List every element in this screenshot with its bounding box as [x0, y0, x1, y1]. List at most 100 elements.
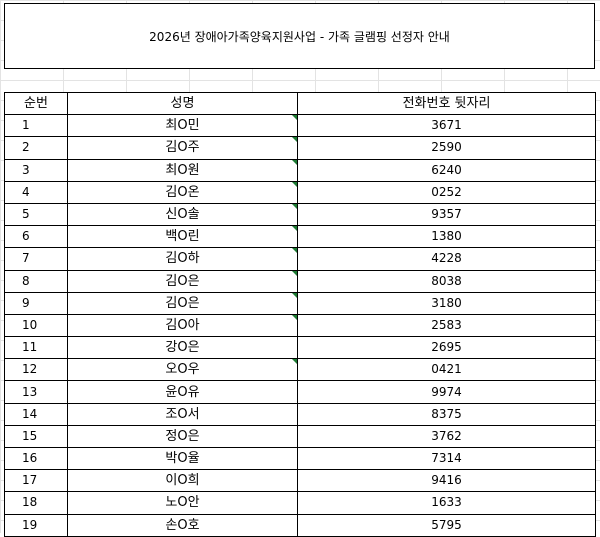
cell-name-text: 김O하 [165, 251, 200, 267]
table-row: 15 정O은 3762 [4, 424, 596, 449]
cell-seq[interactable]: 3 [4, 158, 68, 182]
cell-name[interactable]: 강O은 [67, 336, 298, 360]
cell-seq[interactable]: 12 [4, 358, 68, 382]
cell-phone[interactable]: 2590 [297, 136, 596, 160]
cell-name-text: 노O안 [165, 495, 200, 511]
table-row: 3 최O원 6240 [4, 158, 596, 182]
cell-seq[interactable]: 7 [4, 247, 68, 271]
cell-seq[interactable]: 4 [4, 180, 68, 204]
cell-name[interactable]: 조O서 [67, 402, 298, 426]
cell-phone[interactable]: 4228 [297, 247, 596, 271]
cell-name[interactable]: 김O주 [67, 136, 298, 160]
cell-name[interactable]: 신O솔 [67, 202, 298, 227]
cell-seq[interactable]: 9 [4, 291, 68, 315]
cell-phone[interactable]: 3180 [297, 291, 596, 315]
table-header-row: 순번 성명 전화번호 뒷자리 [4, 91, 596, 116]
page-title: 2026년 장애아가족양육지원사업 - 가족 글램핑 선정자 안내 [149, 29, 450, 44]
table-row: 19 손O호 5795 [4, 513, 596, 537]
cell-name-text: 최O원 [165, 162, 200, 178]
cell-name[interactable]: 최O원 [67, 158, 298, 182]
cell-phone[interactable]: 9416 [297, 469, 596, 493]
cell-name[interactable]: 이O희 [67, 469, 298, 493]
cell-name-text: 오O우 [165, 362, 200, 378]
cell-name[interactable]: 노O안 [67, 491, 298, 515]
cell-phone[interactable]: 2695 [297, 336, 596, 360]
cell-name-text: 김O온 [165, 184, 200, 200]
cell-seq[interactable]: 13 [4, 380, 68, 404]
cell-phone[interactable]: 0252 [297, 180, 596, 204]
cell-name[interactable]: 정O은 [67, 424, 298, 449]
number-as-text-indicator-icon [292, 226, 297, 232]
number-as-text-indicator-icon [292, 137, 297, 143]
cell-name[interactable]: 박O율 [67, 446, 298, 471]
cell-seq[interactable]: 10 [4, 313, 68, 338]
cell-seq[interactable]: 16 [4, 446, 68, 471]
cell-seq[interactable]: 15 [4, 424, 68, 449]
cell-seq[interactable]: 17 [4, 469, 68, 493]
number-as-text-indicator-icon [292, 248, 297, 254]
cell-phone[interactable]: 2583 [297, 313, 596, 338]
table-row: 1 최O민 3671 [4, 114, 596, 138]
cell-name-text: 최O민 [165, 118, 200, 134]
table-row: 9 김O은 3180 [4, 291, 596, 315]
number-as-text-indicator-icon [292, 315, 297, 320]
cell-name[interactable]: 김O온 [67, 180, 298, 204]
cell-phone[interactable]: 3671 [297, 114, 596, 138]
cell-phone[interactable]: 9357 [297, 202, 596, 227]
selection-table: 순번 성명 전화번호 뒷자리 1 최O민 3671 2 김O주 2590 3 최O원 6240 4… [4, 91, 596, 537]
number-as-text-indicator-icon [292, 182, 297, 187]
cell-seq[interactable]: 8 [4, 269, 68, 293]
cell-name-text: 정O은 [165, 428, 200, 444]
cell-seq[interactable]: 18 [4, 491, 68, 515]
table-row: 4 김O온 0252 [4, 180, 596, 204]
cell-name-text: 이O희 [165, 473, 200, 489]
table-row: 12 오O우 0421 [4, 358, 596, 382]
cell-name-text: 신O솔 [165, 207, 200, 223]
cell-name[interactable]: 김O은 [67, 291, 298, 315]
cell-phone[interactable]: 1633 [297, 491, 596, 515]
table-row: 11 강O은 2695 [4, 336, 596, 360]
table-row: 17 이O희 9416 [4, 469, 596, 493]
table-row: 16 박O율 7314 [4, 446, 596, 471]
cell-name[interactable]: 최O민 [67, 114, 298, 138]
cell-seq[interactable]: 6 [4, 225, 68, 249]
cell-name[interactable]: 김O하 [67, 247, 298, 271]
cell-name-text: 김O아 [165, 317, 200, 333]
cell-phone[interactable]: 6240 [297, 158, 596, 182]
cell-phone[interactable]: 1380 [297, 225, 596, 249]
table-row: 13 윤O유 9974 [4, 380, 596, 404]
cell-seq[interactable]: 11 [4, 336, 68, 360]
cell-name[interactable]: 윤O유 [67, 380, 298, 404]
cell-seq[interactable]: 5 [4, 202, 68, 227]
cell-seq[interactable]: 14 [4, 402, 68, 426]
number-as-text-indicator-icon [292, 359, 297, 365]
cell-name-text: 조O서 [165, 406, 200, 422]
cell-seq[interactable]: 2 [4, 136, 68, 160]
table-row: 10 김O아 2583 [4, 313, 596, 338]
cell-name[interactable]: 오O우 [67, 358, 298, 382]
header-name[interactable]: 성명 [67, 91, 298, 116]
cell-name-text: 강O은 [165, 340, 200, 356]
cell-name[interactable]: 백O린 [67, 225, 298, 249]
cell-phone[interactable]: 8038 [297, 269, 596, 293]
cell-phone[interactable]: 9974 [297, 380, 596, 404]
cell-name-text: 윤O유 [165, 384, 200, 400]
cell-name-text: 김O은 [165, 273, 200, 289]
number-as-text-indicator-icon [292, 160, 297, 165]
table-row: 5 신O솔 9357 [4, 202, 596, 227]
cell-name-text: 손O호 [165, 517, 200, 533]
header-seq[interactable]: 순번 [4, 91, 68, 116]
cell-phone[interactable]: 0421 [297, 358, 596, 382]
table-row: 14 조O서 8375 [4, 402, 596, 426]
cell-name[interactable]: 김O아 [67, 313, 298, 338]
cell-phone[interactable]: 7314 [297, 446, 596, 471]
cell-name-text: 백O린 [165, 229, 200, 245]
number-as-text-indicator-icon [292, 115, 297, 121]
cell-phone[interactable]: 8375 [297, 402, 596, 426]
cell-phone[interactable]: 3762 [297, 424, 596, 449]
cell-name-text: 박O율 [165, 451, 200, 467]
cell-seq[interactable]: 1 [4, 114, 68, 138]
cell-name[interactable]: 김O은 [67, 269, 298, 293]
header-phone[interactable]: 전화번호 뒷자리 [297, 91, 596, 116]
title-cell[interactable]: 2026년 장애아가족양육지원사업 - 가족 글램핑 선정자 안내 [4, 3, 595, 69]
